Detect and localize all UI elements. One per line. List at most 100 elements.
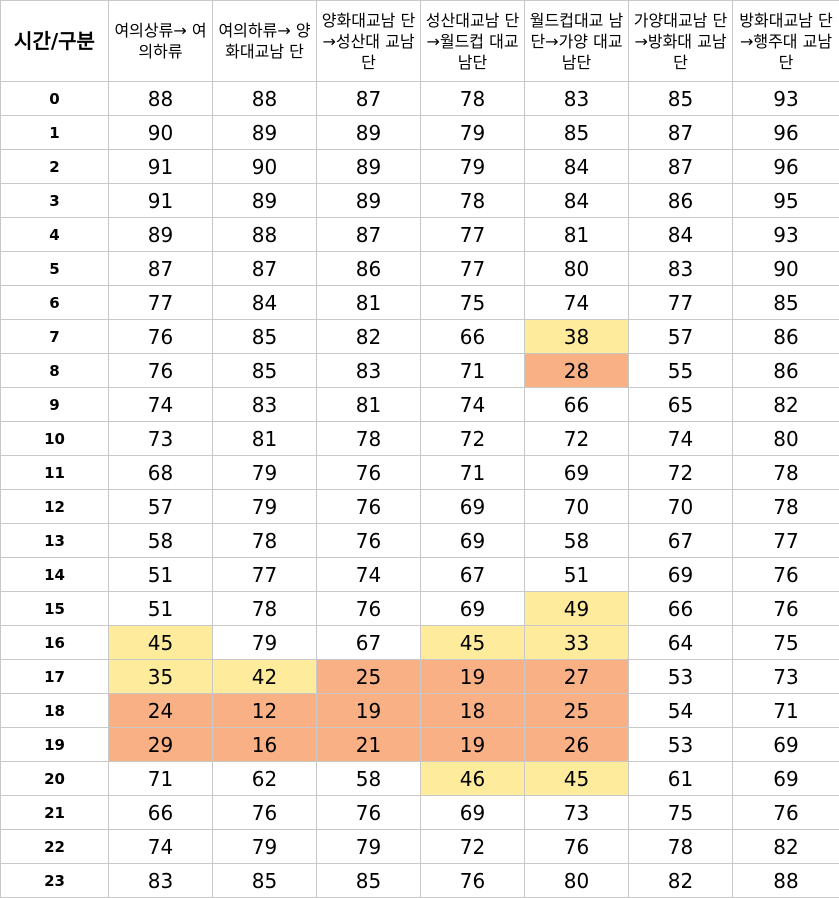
speed-cell: 66 xyxy=(109,796,213,830)
speed-cell: 85 xyxy=(213,864,317,898)
speed-cell: 85 xyxy=(213,354,317,388)
speed-cell: 89 xyxy=(317,116,421,150)
speed-cell: 54 xyxy=(629,694,733,728)
speed-cell: 87 xyxy=(109,252,213,286)
speed-cell: 26 xyxy=(525,728,629,762)
speed-cell: 80 xyxy=(525,864,629,898)
speed-cell: 76 xyxy=(317,592,421,626)
speed-cell: 88 xyxy=(733,864,839,898)
speed-cell: 67 xyxy=(421,558,525,592)
speed-cell: 71 xyxy=(733,694,839,728)
hour-cell: 9 xyxy=(1,388,109,422)
speed-cell: 45 xyxy=(525,762,629,796)
hour-cell: 19 xyxy=(1,728,109,762)
speed-cell: 73 xyxy=(733,660,839,694)
speed-cell: 45 xyxy=(109,626,213,660)
speed-cell: 55 xyxy=(629,354,733,388)
hour-cell: 13 xyxy=(1,524,109,558)
speed-cell: 74 xyxy=(317,558,421,592)
speed-cell: 69 xyxy=(733,762,839,796)
speed-cell: 69 xyxy=(421,524,525,558)
speed-cell: 86 xyxy=(733,354,839,388)
speed-cell: 19 xyxy=(421,728,525,762)
speed-cell: 81 xyxy=(525,218,629,252)
speed-cell: 25 xyxy=(525,694,629,728)
hour-cell: 17 xyxy=(1,660,109,694)
speed-cell: 76 xyxy=(317,490,421,524)
speed-cell: 76 xyxy=(525,830,629,864)
speed-cell: 91 xyxy=(109,184,213,218)
speed-cell: 79 xyxy=(213,626,317,660)
hour-cell: 10 xyxy=(1,422,109,456)
header-row: 시간/구분 여의상류→ 여의하류 여의하류→ 양화대교남 단 양화대교남 단→성… xyxy=(1,1,839,82)
speed-cell: 76 xyxy=(109,354,213,388)
speed-cell: 71 xyxy=(421,456,525,490)
speed-cell: 88 xyxy=(213,82,317,116)
speed-cell: 58 xyxy=(525,524,629,558)
speed-cell: 21 xyxy=(317,728,421,762)
hour-cell: 11 xyxy=(1,456,109,490)
speed-cell: 76 xyxy=(109,320,213,354)
speed-cell: 78 xyxy=(317,422,421,456)
speed-cell: 83 xyxy=(525,82,629,116)
speed-cell: 84 xyxy=(525,184,629,218)
column-header: 월드컵대교 남단→가양 대교남단 xyxy=(525,1,629,82)
speed-cell: 69 xyxy=(421,796,525,830)
speed-cell: 16 xyxy=(213,728,317,762)
speed-cell: 62 xyxy=(213,762,317,796)
speed-cell: 25 xyxy=(317,660,421,694)
speed-cell: 74 xyxy=(109,388,213,422)
speed-cell: 85 xyxy=(525,116,629,150)
speed-cell: 96 xyxy=(733,116,839,150)
speed-cell: 87 xyxy=(629,150,733,184)
hour-cell: 7 xyxy=(1,320,109,354)
speed-cell: 84 xyxy=(213,286,317,320)
speed-cell: 88 xyxy=(109,82,213,116)
speed-cell: 77 xyxy=(421,252,525,286)
hour-cell: 16 xyxy=(1,626,109,660)
speed-cell: 91 xyxy=(109,150,213,184)
speed-cell: 76 xyxy=(733,796,839,830)
speed-cell: 77 xyxy=(733,524,839,558)
speed-cell: 28 xyxy=(525,354,629,388)
hour-cell: 20 xyxy=(1,762,109,796)
speed-cell: 93 xyxy=(733,82,839,116)
speed-cell: 76 xyxy=(317,796,421,830)
speed-cell: 27 xyxy=(525,660,629,694)
speed-cell: 71 xyxy=(109,762,213,796)
speed-cell: 76 xyxy=(733,592,839,626)
speed-cell: 82 xyxy=(733,830,839,864)
speed-cell: 74 xyxy=(421,388,525,422)
speed-cell: 49 xyxy=(525,592,629,626)
speed-cell: 77 xyxy=(629,286,733,320)
speed-cell: 79 xyxy=(421,150,525,184)
speed-cell: 58 xyxy=(109,524,213,558)
speed-cell: 57 xyxy=(629,320,733,354)
speed-cell: 75 xyxy=(733,626,839,660)
speed-cell: 45 xyxy=(421,626,525,660)
speed-cell: 87 xyxy=(317,218,421,252)
column-header: 여의하류→ 양화대교남 단 xyxy=(213,1,317,82)
speed-cell: 83 xyxy=(109,864,213,898)
speed-cell: 51 xyxy=(109,558,213,592)
hour-cell: 5 xyxy=(1,252,109,286)
speed-cell: 95 xyxy=(733,184,839,218)
speed-cell: 70 xyxy=(629,490,733,524)
speed-cell: 89 xyxy=(317,184,421,218)
hour-cell: 14 xyxy=(1,558,109,592)
speed-cell: 76 xyxy=(213,796,317,830)
speed-cell: 58 xyxy=(317,762,421,796)
speed-cell: 69 xyxy=(629,558,733,592)
